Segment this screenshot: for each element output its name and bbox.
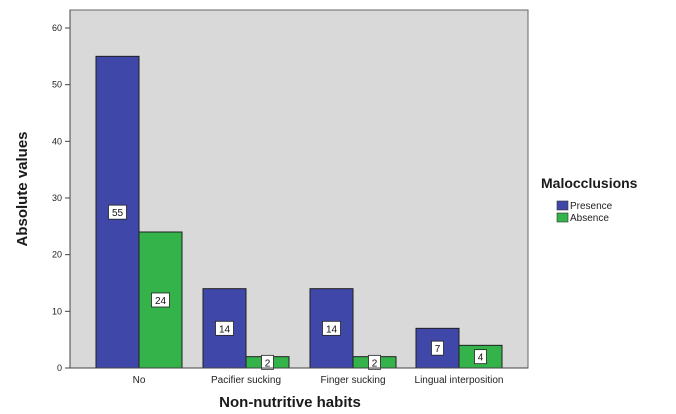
data-label-absence-pacifier-sucking: 2 [265, 358, 271, 369]
y-tick-label: 40 [52, 136, 62, 146]
data-label-box [368, 354, 381, 370]
legend: Malocclusions Presence Absence [541, 175, 638, 224]
data-label-absence-lingual-interposition: 4 [478, 353, 484, 364]
data-label-box [322, 320, 341, 336]
data-label-presence-pacifier-sucking: 14 [219, 324, 231, 335]
y-tick-label: 10 [52, 306, 62, 316]
data-label-box [474, 349, 487, 365]
y-tick-label: 50 [52, 80, 62, 90]
data-label-box [108, 204, 127, 220]
y-tick-label: 60 [52, 23, 62, 33]
data-label-absence-no: 24 [155, 296, 167, 307]
x-axis: No Pacifier sucking Finger sucking Lingual … [70, 367, 528, 386]
y-axis-title: Absolute values [14, 131, 31, 246]
data-label-presence-finger-sucking: 14 [326, 324, 338, 335]
x-axis-title: Non-nutritive habits [219, 394, 361, 411]
y-tick-label: 30 [52, 193, 62, 203]
legend-label-absence: Absence [570, 213, 609, 224]
legend-label-presence: Presence [570, 201, 613, 212]
y-tick-label: 0 [57, 363, 62, 373]
legend-swatch-absence [556, 212, 569, 223]
legend-title: Malocclusions [541, 175, 638, 191]
data-label-box [151, 292, 170, 308]
y-axis: 0 10 20 30 40 50 60 [52, 10, 71, 373]
data-label-box [215, 320, 234, 336]
data-label-presence-no: 55 [112, 208, 124, 219]
data-label-absence-finger-sucking: 2 [372, 358, 378, 369]
x-category-label-pacifier-sucking: Pacifier sucking [211, 375, 281, 386]
x-category-label-no: No [133, 375, 146, 386]
bars-group: 55 24 14 2 14 2 7 4 [95, 55, 503, 370]
data-label-presence-lingual-interposition: 7 [435, 344, 441, 355]
data-label-box [431, 340, 444, 356]
x-category-label-lingual-interposition: Lingual interposition [415, 375, 504, 386]
data-label-box [261, 354, 274, 370]
y-tick-label: 20 [52, 250, 62, 260]
legend-swatch-presence [556, 200, 569, 211]
x-category-label-finger-sucking: Finger sucking [320, 375, 385, 386]
